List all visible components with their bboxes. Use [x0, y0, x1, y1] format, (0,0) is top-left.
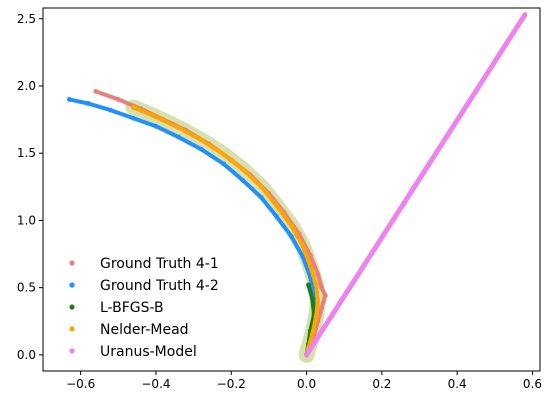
data-point [300, 254, 306, 260]
series-layer [66, 12, 528, 358]
data-point [307, 263, 313, 269]
x-tick-label: 0.2 [372, 377, 391, 391]
legend-label: Nelder-Mead [100, 322, 189, 338]
legend-item: L-BFGS-B [69, 300, 164, 316]
data-point [198, 146, 204, 152]
legend-marker [69, 326, 75, 332]
series-line [304, 12, 528, 358]
legend-item: Nelder-Mead [69, 322, 189, 338]
data-point [313, 314, 319, 320]
legend-label: Ground Truth 4-1 [100, 256, 219, 272]
y-tick-label: 2.5 [17, 12, 36, 26]
data-point [307, 252, 313, 258]
data-point [258, 195, 264, 200]
data-point [300, 243, 306, 249]
plot-frame [42, 7, 541, 372]
legend-item: Uranus-Model [69, 344, 197, 360]
uncertainty-band-path [125, 99, 326, 363]
x-tick-label: 0.4 [448, 377, 467, 391]
data-point [66, 97, 72, 102]
uncertainty-band [125, 99, 326, 363]
data-point [153, 123, 159, 129]
legend-marker [69, 260, 75, 266]
series-4 [304, 12, 528, 358]
data-point [130, 115, 136, 121]
data-point [319, 305, 325, 311]
data-point [319, 285, 325, 291]
data-point [289, 234, 294, 239]
data-point [240, 166, 245, 172]
y-axis: 0.0 0.5 1.0 1.5 2.0 2.5 [17, 12, 43, 362]
data-point [240, 177, 245, 183]
data-point [289, 223, 294, 229]
y-tick-label: 1.0 [17, 213, 36, 227]
legend: Ground Truth 4-1 Ground Truth 4-2 L-BFGS-B… [69, 256, 219, 360]
legend-marker [69, 348, 75, 354]
y-tick-label: 0.0 [17, 348, 36, 362]
data-point [322, 293, 328, 299]
data-point [309, 332, 315, 338]
x-tick-label: −0.6 [66, 377, 95, 391]
legend-label: Uranus-Model [100, 344, 197, 360]
data-point [309, 296, 315, 301]
data-point [313, 282, 319, 288]
data-point [93, 88, 99, 94]
data-point [176, 125, 181, 131]
x-axis: −0.6 −0.4 −0.2 0.0 0.2 0.4 0.6 [66, 371, 542, 391]
data-point [274, 213, 279, 219]
data-point [274, 203, 279, 209]
y-tick-label: 2.0 [17, 79, 36, 93]
data-point [315, 298, 321, 304]
y-tick-label: 1.5 [17, 146, 36, 160]
data-point [176, 134, 181, 140]
x-tick-label: 0.6 [523, 377, 542, 391]
legend-item: Ground Truth 4-2 [69, 278, 219, 294]
legend-marker [69, 304, 75, 310]
legend-label: Ground Truth 4-2 [100, 278, 219, 294]
x-tick-label: −0.2 [217, 377, 246, 391]
legend-item: Ground Truth 4-1 [69, 256, 219, 272]
data-point [115, 97, 121, 102]
data-point [130, 105, 136, 110]
data-point [306, 282, 311, 288]
data-point [153, 114, 159, 120]
data-point [221, 161, 227, 167]
data-point [198, 137, 204, 143]
x-tick-label: 0.0 [297, 377, 316, 391]
legend-label: L-BFGS-B [100, 300, 164, 316]
series-3 [130, 105, 321, 358]
y-tick-label: 0.5 [17, 281, 36, 295]
series-0 [93, 88, 328, 358]
x-tick-label: −0.4 [141, 377, 170, 391]
data-point [315, 271, 321, 277]
data-point [221, 152, 227, 157]
legend-marker [69, 282, 75, 288]
data-point [85, 101, 91, 106]
data-point [258, 184, 264, 190]
data-point [108, 107, 114, 113]
